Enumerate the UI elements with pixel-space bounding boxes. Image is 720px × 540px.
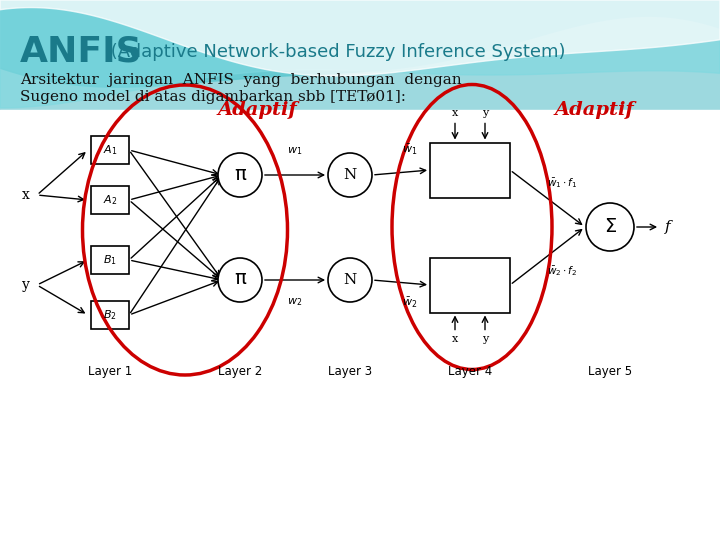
Text: N: N	[343, 168, 356, 182]
Text: Layer 5: Layer 5	[588, 366, 632, 379]
Text: $\bar{w}_1 \cdot f_1$: $\bar{w}_1 \cdot f_1$	[547, 177, 577, 191]
Text: x: x	[22, 188, 30, 202]
Circle shape	[586, 203, 634, 251]
Bar	[91, 301, 129, 329]
Bar	[91, 186, 129, 214]
Bar	[430, 143, 510, 198]
Text: $w_2$: $w_2$	[287, 296, 302, 308]
Circle shape	[218, 258, 262, 302]
Bar	[430, 258, 510, 313]
Text: x: x	[452, 334, 458, 345]
Text: Adaptif: Adaptif	[218, 101, 298, 119]
Text: y: y	[482, 334, 488, 345]
Text: π: π	[234, 269, 246, 288]
Text: Layer 2: Layer 2	[218, 366, 262, 379]
Text: $B_2$: $B_2$	[103, 308, 117, 322]
Bar	[91, 136, 129, 164]
Text: y: y	[22, 278, 30, 292]
Text: Layer 1: Layer 1	[88, 366, 132, 379]
Text: f: f	[665, 220, 670, 234]
Bar	[91, 246, 129, 274]
Text: $B_1$: $B_1$	[103, 253, 117, 267]
Circle shape	[328, 153, 372, 197]
Text: Arsitektur  jaringan  ANFIS  yang  berhubungan  dengan: Arsitektur jaringan ANFIS yang berhubung…	[20, 73, 462, 87]
Circle shape	[218, 153, 262, 197]
Text: π: π	[234, 165, 246, 184]
Text: y: y	[482, 107, 488, 118]
Text: $w_1$: $w_1$	[287, 145, 302, 157]
Text: Layer 4: Layer 4	[448, 366, 492, 379]
Text: $A_1$: $A_1$	[103, 143, 117, 157]
Text: N: N	[343, 273, 356, 287]
Text: Adaptif: Adaptif	[555, 101, 635, 119]
Text: $\bar{w}_1$: $\bar{w}_1$	[402, 143, 418, 157]
Text: Σ: Σ	[604, 218, 616, 237]
Circle shape	[328, 258, 372, 302]
Text: ANFIS: ANFIS	[20, 35, 143, 69]
Text: $\bar{w}_2 \cdot f_2$: $\bar{w}_2 \cdot f_2$	[547, 264, 577, 278]
Text: Layer 3: Layer 3	[328, 366, 372, 379]
Text: x: x	[452, 107, 458, 118]
Text: $A_2$: $A_2$	[103, 193, 117, 207]
Text: Sugeno model di atas digambarkan sbb [TETø01]:: Sugeno model di atas digambarkan sbb [TE…	[20, 90, 406, 104]
Text: $\bar{w}_2$: $\bar{w}_2$	[402, 296, 418, 310]
Text: (Adaptive Network-based Fuzzy Inference System): (Adaptive Network-based Fuzzy Inference …	[105, 43, 565, 61]
